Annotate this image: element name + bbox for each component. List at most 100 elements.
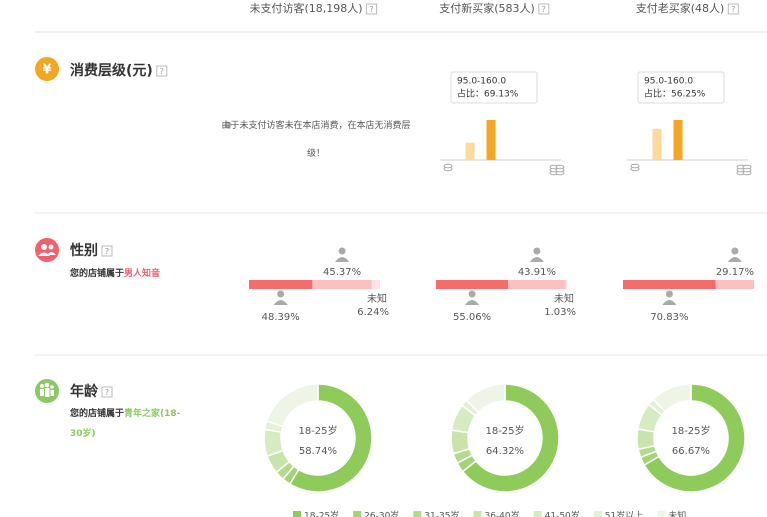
value-label: 29.17% — [716, 267, 754, 278]
section-title: 消费层级(元) — [70, 62, 153, 79]
bar — [465, 142, 475, 160]
center-label: 18-25岁 — [298, 424, 337, 437]
value-label: 45.37% — [323, 267, 361, 278]
bar — [652, 128, 662, 160]
unknown-label: 未知 — [367, 292, 387, 305]
bar-segment — [508, 280, 566, 289]
unknown-label: 未知 — [554, 292, 574, 305]
value-label: 6.24% — [357, 307, 389, 318]
center-label: 18-25岁 — [671, 424, 710, 437]
legend-label: 41-50岁 — [545, 510, 580, 517]
person-icon — [662, 300, 677, 305]
gender-icon — [35, 238, 59, 262]
tooltip-range: 95.0-160.0 — [457, 77, 506, 87]
tooltip-range: 95.0-160.0 — [644, 77, 693, 87]
legend-label: 26-30岁 — [364, 510, 399, 517]
column-header: 未支付访客(18,198人) — [249, 1, 362, 15]
bar — [486, 120, 496, 160]
person-icon — [468, 290, 476, 298]
legend-label: 51岁以上 — [605, 510, 643, 517]
donut-segment — [450, 429, 471, 455]
subtitle-text: 您的店铺属于 — [70, 267, 124, 279]
donut-segment — [288, 383, 373, 493]
donut-segment — [263, 428, 285, 458]
center-value: 66.67% — [672, 446, 710, 457]
donut-segment — [461, 383, 560, 493]
legend-label: 31-35岁 — [424, 510, 459, 517]
person-icon — [273, 300, 288, 305]
legend-swatch — [593, 511, 602, 517]
legend-swatch — [293, 511, 301, 517]
bar-segment — [565, 280, 567, 289]
legend-swatch — [413, 511, 422, 517]
spending-icon-glyph: ¥ — [42, 63, 51, 78]
bar-segment — [436, 280, 509, 289]
column-header: 支付新买家(583人) — [439, 1, 535, 15]
legend-label: 18-25岁 — [304, 510, 339, 517]
gender-icon-glyph — [38, 244, 56, 256]
person-icon — [731, 247, 739, 255]
spending-icon — [35, 57, 59, 81]
donut-segment — [465, 383, 506, 414]
donut-segment — [265, 383, 319, 428]
help-icon — [101, 245, 113, 257]
donut-segment — [643, 383, 746, 493]
bar-segment — [371, 280, 380, 289]
person-icon — [529, 257, 544, 262]
coin-icon — [443, 163, 453, 169]
section-title: 年龄 — [70, 383, 99, 400]
person-icon — [335, 257, 350, 262]
person-icon — [465, 300, 480, 305]
subtitle: 您的店铺属于青年之家(18-30岁) — [70, 404, 188, 444]
column-header: 支付老买家(48人) — [636, 1, 725, 15]
help-icon — [538, 3, 550, 15]
help-icon-text: ? — [731, 5, 735, 14]
help-icon — [727, 3, 739, 15]
legend-swatch — [473, 511, 482, 517]
bar — [673, 120, 683, 160]
person-icon — [727, 257, 742, 262]
bar-segment — [312, 280, 372, 289]
section-title: 性别 — [70, 242, 98, 259]
value-label: 43.91% — [518, 267, 556, 278]
bar-segment — [249, 280, 313, 289]
help-icon — [156, 65, 168, 77]
person-icon — [338, 247, 346, 255]
donut-segment — [652, 383, 692, 413]
bar-segment — [623, 280, 716, 289]
tooltip — [450, 71, 538, 104]
subtitle-highlight: 男人知音 — [124, 267, 160, 279]
note: 由于未支付访客未在本店消费，在本店无消费层级！ — [221, 121, 411, 159]
help-icon-text: ? — [542, 5, 546, 14]
center-value: 64.32% — [486, 446, 524, 457]
bar-segment — [715, 280, 754, 289]
subtitle: 您的店铺属于男人知音 — [70, 267, 160, 279]
tooltip — [637, 71, 725, 104]
person-icon — [665, 290, 673, 298]
legend-label: 36-40岁 — [484, 510, 519, 517]
coin-icon — [742, 164, 752, 170]
center-label: 18-25岁 — [485, 424, 524, 437]
coin-icon — [630, 163, 640, 169]
help-icon — [366, 3, 378, 15]
value-label: 48.39% — [262, 312, 300, 323]
value-label: 55.06% — [453, 312, 491, 323]
legend-label: 未知 — [668, 510, 686, 517]
legend-swatch — [533, 511, 542, 517]
subtitle-text: 您的店铺属于 — [70, 409, 125, 419]
value-label: 70.83% — [650, 312, 688, 323]
help-icon — [101, 386, 113, 398]
age-icon-glyph — [40, 382, 54, 397]
value-label: 1.03% — [544, 307, 576, 318]
legend-swatch — [353, 511, 362, 517]
coin-icon — [555, 164, 565, 170]
person-icon — [533, 247, 541, 255]
help-icon-text: ? — [105, 388, 109, 397]
help-icon-text: ? — [160, 67, 164, 76]
help-icon-text: ? — [105, 247, 109, 256]
help-icon-text: ? — [369, 5, 373, 14]
subtitle-highlight: 青年之家(18-30岁) — [70, 409, 181, 439]
tooltip-share: 占比：56.25% — [644, 88, 706, 100]
